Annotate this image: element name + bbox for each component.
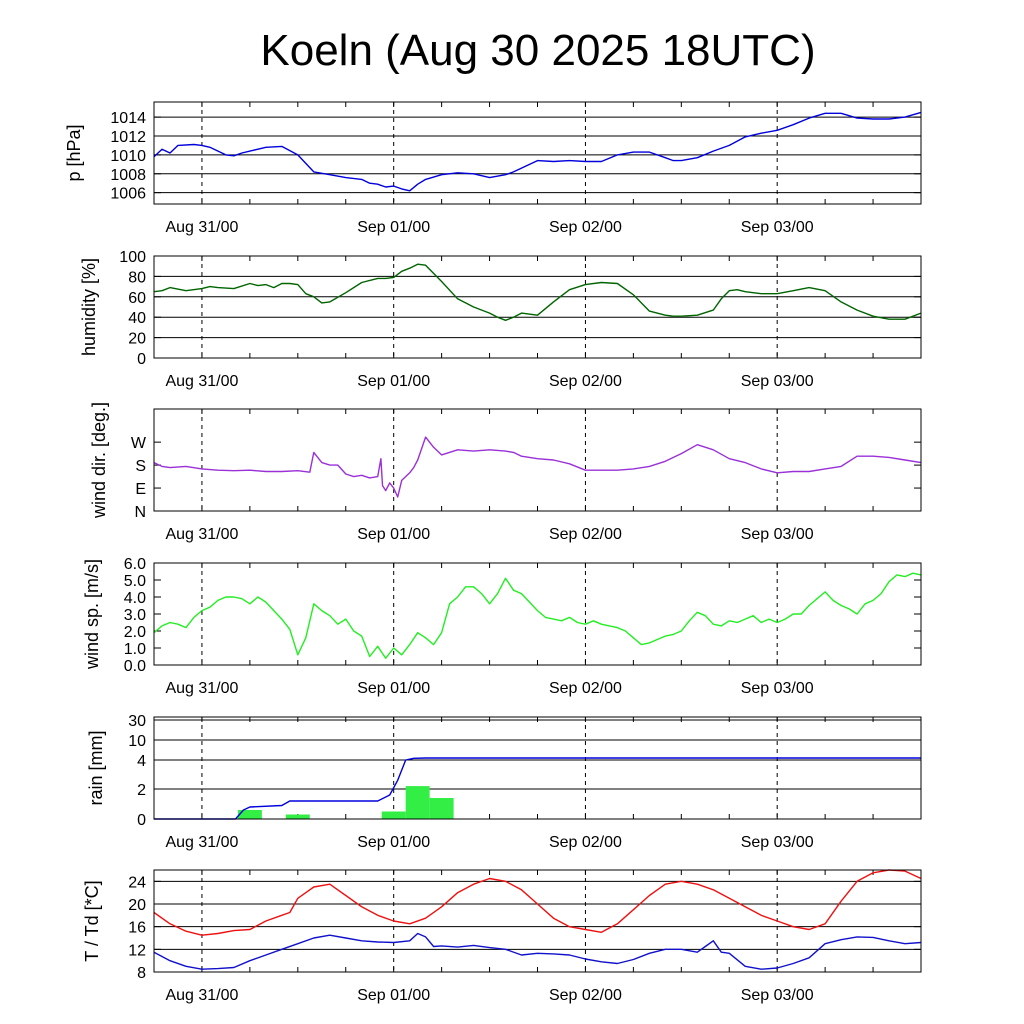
y-tick-label: 40 <box>128 310 146 327</box>
y-tick-label: 1008 <box>110 167 146 184</box>
y-tick-label: 2 <box>137 782 146 799</box>
panel-frame <box>153 562 922 666</box>
series-line-accumulated-rain <box>154 757 921 820</box>
x-tick-label: Sep 02/00 <box>549 680 622 697</box>
y-tick-label: 20 <box>128 897 146 914</box>
x-tick-label: Sep 03/00 <box>741 987 814 1004</box>
series-line-humidity <box>153 263 922 321</box>
x-tick-label: Sep 01/00 <box>357 987 430 1004</box>
x-tick-label: Sep 02/00 <box>549 526 622 543</box>
y-tick-label: 80 <box>128 269 146 286</box>
y-axis-label: rain [mm] <box>86 730 106 805</box>
y-tick-label: 5.0 <box>124 573 146 590</box>
x-tick-label: Aug 31/00 <box>165 219 238 236</box>
x-tick-label: Sep 01/00 <box>357 680 430 697</box>
chart-title: Koeln (Aug 30 2025 18UTC) <box>260 26 816 75</box>
rain-bar <box>285 814 310 819</box>
x-tick-label: Sep 03/00 <box>741 219 814 236</box>
x-tick-label: Sep 02/00 <box>549 373 622 390</box>
y-tick-label: 30 <box>128 713 146 730</box>
x-tick-label: Sep 03/00 <box>741 834 814 851</box>
y-tick-label: S <box>135 458 146 475</box>
x-tick-label: Sep 03/00 <box>741 526 814 543</box>
y-tick-label: 20 <box>128 331 146 348</box>
rain-bar <box>405 786 430 819</box>
rain-bar <box>429 798 454 819</box>
x-tick-label: Sep 01/00 <box>357 526 430 543</box>
y-tick-label: 10 <box>128 733 146 750</box>
y-tick-label: 12 <box>128 942 146 959</box>
panel-frame <box>153 408 922 512</box>
series-line-wind-speed <box>153 572 922 659</box>
series-line-wind-direction <box>153 436 922 498</box>
x-tick-label: Sep 02/00 <box>549 834 622 851</box>
panel-frame <box>153 716 922 820</box>
y-tick-label: 0 <box>137 351 146 368</box>
y-tick-label: 4 <box>137 753 146 770</box>
y-axis-label: p [hPa] <box>64 124 84 181</box>
y-tick-label: 3.0 <box>124 607 146 624</box>
y-axis-label: wind dir. [deg.] <box>89 402 109 519</box>
x-tick-label: Sep 03/00 <box>741 373 814 390</box>
y-axis-label: wind sp. [m/s] <box>82 559 102 670</box>
y-tick-label: N <box>134 504 146 521</box>
y-tick-label: 24 <box>128 874 146 891</box>
x-tick-label: Aug 31/00 <box>165 987 238 1004</box>
y-tick-label: 0 <box>137 812 146 829</box>
panel-frame <box>153 869 922 973</box>
y-axis-label: T / Td [*C] <box>82 880 102 961</box>
x-tick-label: Aug 31/00 <box>165 526 238 543</box>
panel-frame <box>153 255 922 359</box>
y-tick-label: 1.0 <box>124 641 146 658</box>
series-line-t <box>153 869 922 936</box>
rain-bar <box>237 810 262 819</box>
y-tick-label: 60 <box>128 290 146 307</box>
y-tick-label: 16 <box>128 920 146 937</box>
rain-bar <box>381 811 406 819</box>
x-tick-label: Aug 31/00 <box>165 834 238 851</box>
x-tick-label: Sep 02/00 <box>549 987 622 1004</box>
y-tick-label: 1014 <box>110 110 146 127</box>
y-tick-label: 100 <box>119 249 146 266</box>
y-tick-label: 1006 <box>110 186 146 203</box>
x-tick-label: Sep 01/00 <box>357 219 430 236</box>
y-tick-label: 1010 <box>110 148 146 165</box>
x-tick-label: Sep 01/00 <box>357 373 430 390</box>
series-line-td <box>153 932 922 970</box>
y-tick-label: 4.0 <box>124 590 146 607</box>
series-line-pressure <box>153 111 922 192</box>
y-tick-label: 0.0 <box>124 658 146 675</box>
x-tick-label: Sep 02/00 <box>549 219 622 236</box>
y-axis-label: humidity [%] <box>79 258 99 356</box>
x-tick-label: Aug 31/00 <box>165 373 238 390</box>
y-tick-label: 8 <box>137 965 146 982</box>
y-tick-label: W <box>131 435 147 452</box>
x-tick-label: Aug 31/00 <box>165 680 238 697</box>
x-tick-label: Sep 03/00 <box>741 680 814 697</box>
y-tick-label: 2.0 <box>124 624 146 641</box>
y-tick-label: 1012 <box>110 129 146 146</box>
y-tick-label: E <box>135 481 146 498</box>
x-tick-label: Sep 01/00 <box>357 834 430 851</box>
y-tick-label: 6.0 <box>124 556 146 573</box>
panel-frame <box>153 101 922 205</box>
